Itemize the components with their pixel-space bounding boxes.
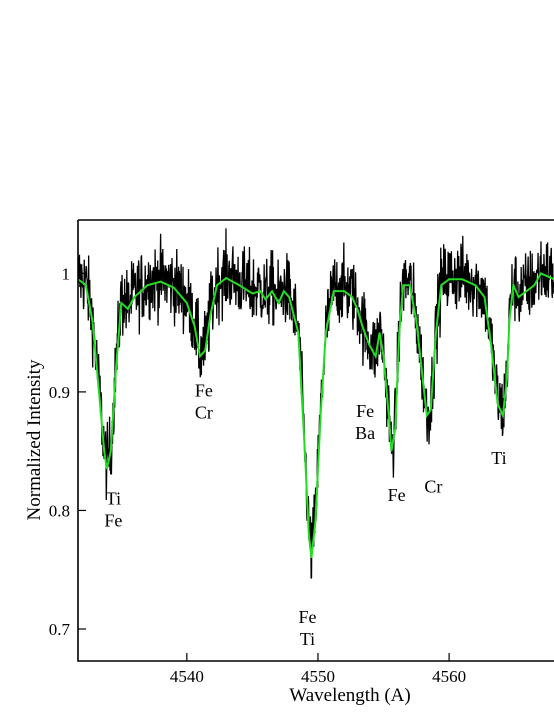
y-axis-label: Normalized Intensity	[24, 359, 45, 520]
x-axis-label: Wavelength (A)	[289, 685, 410, 706]
y-tick-label: 0.8	[49, 501, 70, 520]
line-id-label: Fe	[298, 607, 316, 627]
line-id-label: Cr	[195, 403, 213, 423]
line-id-label: Ti	[106, 489, 121, 509]
line-id-label: Fe	[195, 381, 213, 401]
line-id-label: Fe	[104, 511, 122, 531]
line-id-label: Ti	[491, 448, 506, 468]
y-tick-label: 1	[62, 264, 71, 283]
line-id-label: Cr	[424, 477, 442, 497]
x-tick-label: 4540	[170, 667, 204, 686]
line-id-label: Fe	[356, 401, 374, 421]
plot-frame	[77, 219, 554, 662]
axis-ticks: 4540 4550 4560 0.7 0.8 0.9 1	[49, 264, 466, 686]
y-tick-label: 0.7	[49, 620, 71, 639]
plot-area	[78, 228, 554, 579]
x-tick-label: 4550	[301, 667, 335, 686]
synthetic-spectrum-line	[78, 272, 554, 558]
line-id-label: Ba	[355, 423, 375, 443]
x-tick-label: 4560	[432, 667, 466, 686]
y-tick-label: 0.9	[49, 383, 70, 402]
line-id-label: Fe	[388, 485, 406, 505]
line-id-label: Ti	[300, 629, 315, 649]
